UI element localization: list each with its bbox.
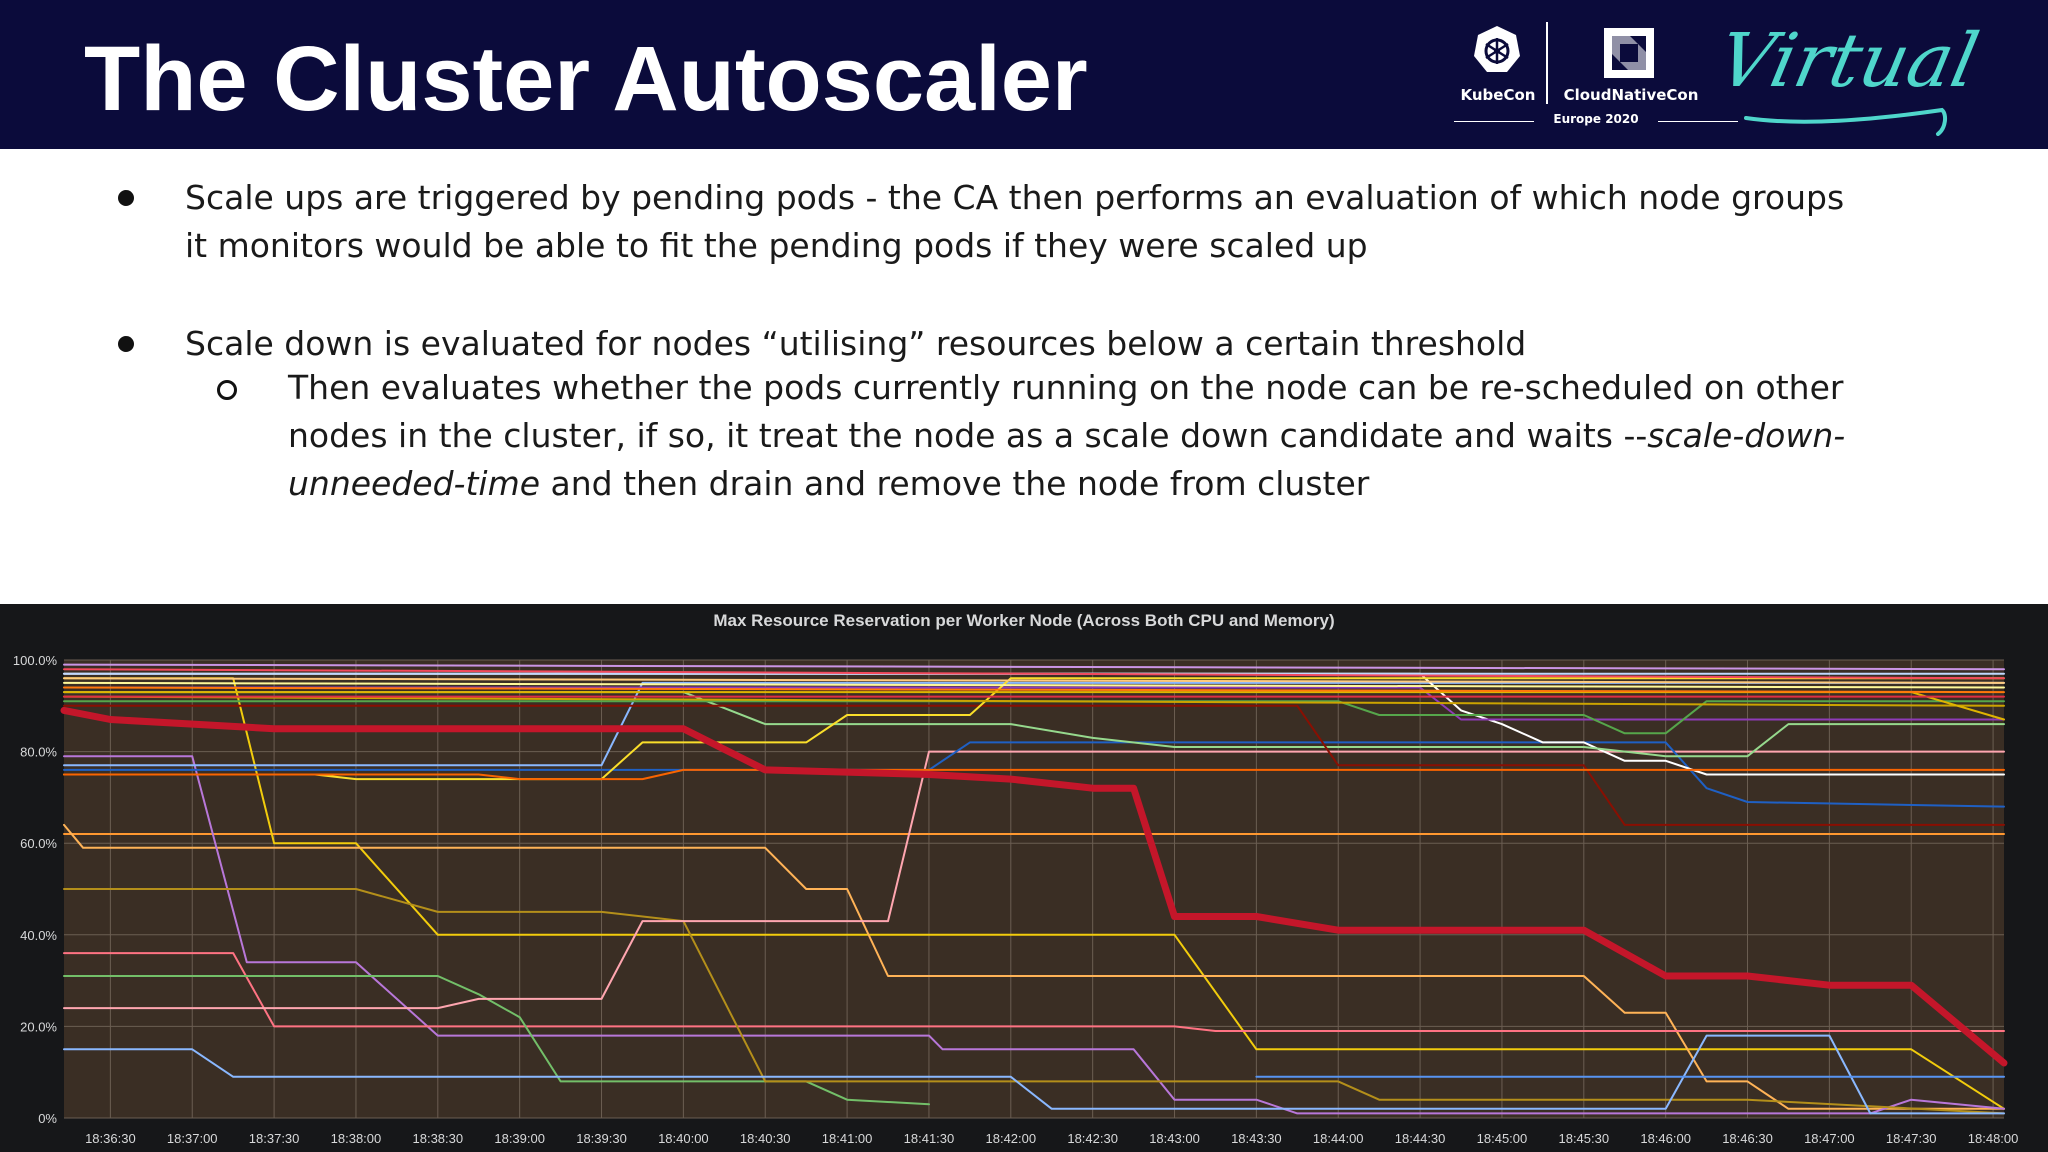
sub-bullet-line-1: Then evaluates whether the pods currentl… <box>288 368 1844 407</box>
resource-reservation-chart: Max Resource Reservation per Worker Node… <box>0 604 2048 1152</box>
series-line <box>63 768 2005 781</box>
series-line <box>63 750 2005 1010</box>
conference-logos: KubeCon CloudNativeCon Europe 2020 Virtu… <box>1446 16 1986 136</box>
x-tick-label: 18:37:30 <box>249 1131 300 1146</box>
y-tick-label: 40.0% <box>20 928 57 943</box>
x-tick-label: 18:45:00 <box>1477 1131 1528 1146</box>
sub-bullet-line-2-text: nodes in the cluster, if so, it treat th… <box>288 416 1648 455</box>
x-tick-label: 18:43:00 <box>1149 1131 1200 1146</box>
scale-down-flag-part-1: scale-down- <box>1647 416 1846 455</box>
x-tick-label: 18:41:00 <box>822 1131 873 1146</box>
slide-header: The Cluster Autoscaler KubeCon CloudNati… <box>0 0 2048 149</box>
x-tick-label: 18:38:30 <box>413 1131 464 1146</box>
bullet-1-line-2: it monitors would be able to fit the pen… <box>185 226 1368 265</box>
y-tick-label: 20.0% <box>20 1019 57 1034</box>
y-tick-label: 80.0% <box>20 745 57 760</box>
series-line <box>63 704 2005 826</box>
x-tick-label: 18:36:30 <box>85 1131 136 1146</box>
virtual-swash-decoration <box>1744 107 1948 136</box>
series-line <box>63 668 2005 680</box>
sub-bullet-line-2: nodes in the cluster, if so, it treat th… <box>288 412 1845 460</box>
x-tick-label: 18:39:00 <box>494 1131 545 1146</box>
sub-bullet-line-3-text: and then drain and remove the node from … <box>540 464 1370 503</box>
series-line <box>63 1034 2005 1115</box>
event-rule-right <box>1658 121 1738 122</box>
series-line <box>63 888 2005 1115</box>
series-line <box>63 681 2005 767</box>
x-tick-label: 18:44:30 <box>1395 1131 1446 1146</box>
series-line <box>63 677 2005 1110</box>
bullet-dot <box>118 336 134 352</box>
x-tick-label: 18:42:00 <box>986 1131 1037 1146</box>
x-tick-label: 18:45:30 <box>1558 1131 1609 1146</box>
plot-area <box>64 660 2004 1118</box>
series-line <box>63 686 2005 694</box>
x-tick-label: 18:40:30 <box>740 1131 791 1146</box>
logo-divider <box>1546 22 1548 104</box>
x-tick-label: 18:47:30 <box>1886 1131 1937 1146</box>
x-tick-label: 18:40:00 <box>658 1131 709 1146</box>
scale-down-flag-part-2: unneeded-time <box>288 464 541 503</box>
virtual-wordmark: Virtual <box>1710 18 1986 104</box>
series-line <box>63 823 2005 1110</box>
x-tick-label: 18:42:30 <box>1067 1131 1118 1146</box>
x-tick-label: 18:46:00 <box>1640 1131 1691 1146</box>
sub-bullet-line-3: unneeded-time and then drain and remove … <box>288 460 1369 508</box>
series-line <box>63 677 2005 684</box>
chart-title: Max Resource Reservation per Worker Node… <box>713 611 1334 630</box>
x-tick-label: 18:38:00 <box>331 1131 382 1146</box>
series-line <box>63 695 2005 707</box>
x-tick-label: 18:46:30 <box>1722 1131 1773 1146</box>
series-line <box>63 681 2005 689</box>
x-tick-label: 18:47:00 <box>1804 1131 1855 1146</box>
series-line-bold <box>60 706 2008 1067</box>
kubecon-logo-text: KubeCon <box>1460 86 1536 104</box>
series-line <box>63 691 2005 758</box>
chart-canvas: Max Resource Reservation per Worker Node… <box>13 611 2019 1146</box>
bullet-2-line-1: Scale down is evaluated for nodes “utili… <box>185 324 1527 363</box>
y-tick-label: 100.0% <box>13 653 58 668</box>
series-line <box>63 755 2005 1115</box>
bullet-1-line-1: Scale ups are triggered by pending pods … <box>185 178 1845 217</box>
y-tick-label: 60.0% <box>20 836 57 851</box>
x-tick-label: 18:43:30 <box>1231 1131 1282 1146</box>
series-line <box>63 952 2005 1032</box>
slide-title: The Cluster Autoscaler <box>84 28 1088 130</box>
x-tick-label: 18:41:30 <box>904 1131 955 1146</box>
x-tick-label: 18:44:00 <box>1313 1131 1364 1146</box>
event-label: Europe 2020 <box>1553 112 1639 126</box>
series-line <box>63 975 930 1106</box>
x-tick-label: 18:39:30 <box>576 1131 627 1146</box>
event-rule-left <box>1454 121 1534 122</box>
x-tick-label: 18:48:00 <box>1968 1131 2019 1146</box>
sub-bullet-circle <box>217 380 237 400</box>
kubernetes-wheel-icon <box>1474 26 1520 72</box>
series-line <box>63 663 2005 671</box>
x-tick-label: 18:37:00 <box>167 1131 218 1146</box>
bullet-dot <box>118 190 134 206</box>
cloudnativecon-logo-text: CloudNativeCon <box>1563 86 1699 104</box>
y-tick-label: 0% <box>38 1111 57 1126</box>
cloudnativecon-logo-icon <box>1604 28 1654 78</box>
